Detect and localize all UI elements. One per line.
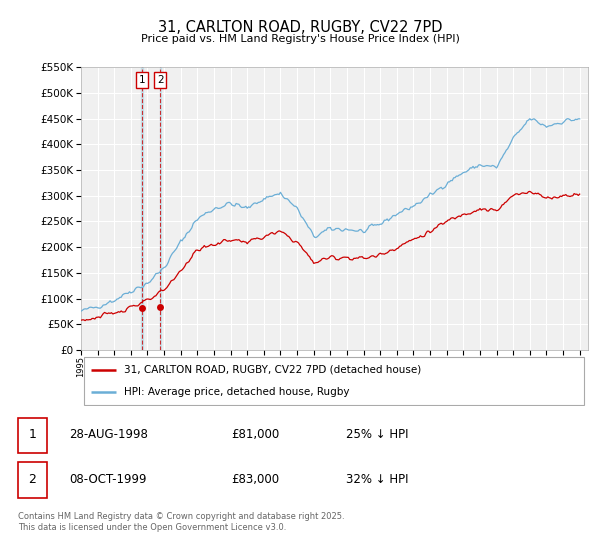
FancyBboxPatch shape: [18, 418, 47, 453]
FancyBboxPatch shape: [83, 357, 584, 405]
Text: 31, CARLTON ROAD, RUGBY, CV22 7PD (detached house): 31, CARLTON ROAD, RUGBY, CV22 7PD (detac…: [124, 365, 421, 375]
Text: 25% ↓ HPI: 25% ↓ HPI: [346, 428, 409, 441]
Text: Price paid vs. HM Land Registry's House Price Index (HPI): Price paid vs. HM Land Registry's House …: [140, 34, 460, 44]
Text: 2: 2: [157, 75, 164, 85]
Text: 2: 2: [28, 473, 36, 486]
Text: 28-AUG-1998: 28-AUG-1998: [70, 428, 148, 441]
Text: 1: 1: [139, 75, 145, 85]
Text: Contains HM Land Registry data © Crown copyright and database right 2025.
This d: Contains HM Land Registry data © Crown c…: [18, 512, 344, 531]
Text: £83,000: £83,000: [231, 473, 279, 486]
Text: 31, CARLTON ROAD, RUGBY, CV22 7PD: 31, CARLTON ROAD, RUGBY, CV22 7PD: [158, 20, 442, 35]
Text: 1: 1: [28, 428, 36, 441]
Text: £81,000: £81,000: [231, 428, 279, 441]
Bar: [141, 67, 143, 350]
Text: HPI: Average price, detached house, Rugby: HPI: Average price, detached house, Rugb…: [124, 387, 350, 397]
Text: 08-OCT-1999: 08-OCT-1999: [70, 473, 147, 486]
FancyBboxPatch shape: [18, 463, 47, 497]
Bar: [160, 67, 161, 350]
Text: 32% ↓ HPI: 32% ↓ HPI: [346, 473, 409, 486]
